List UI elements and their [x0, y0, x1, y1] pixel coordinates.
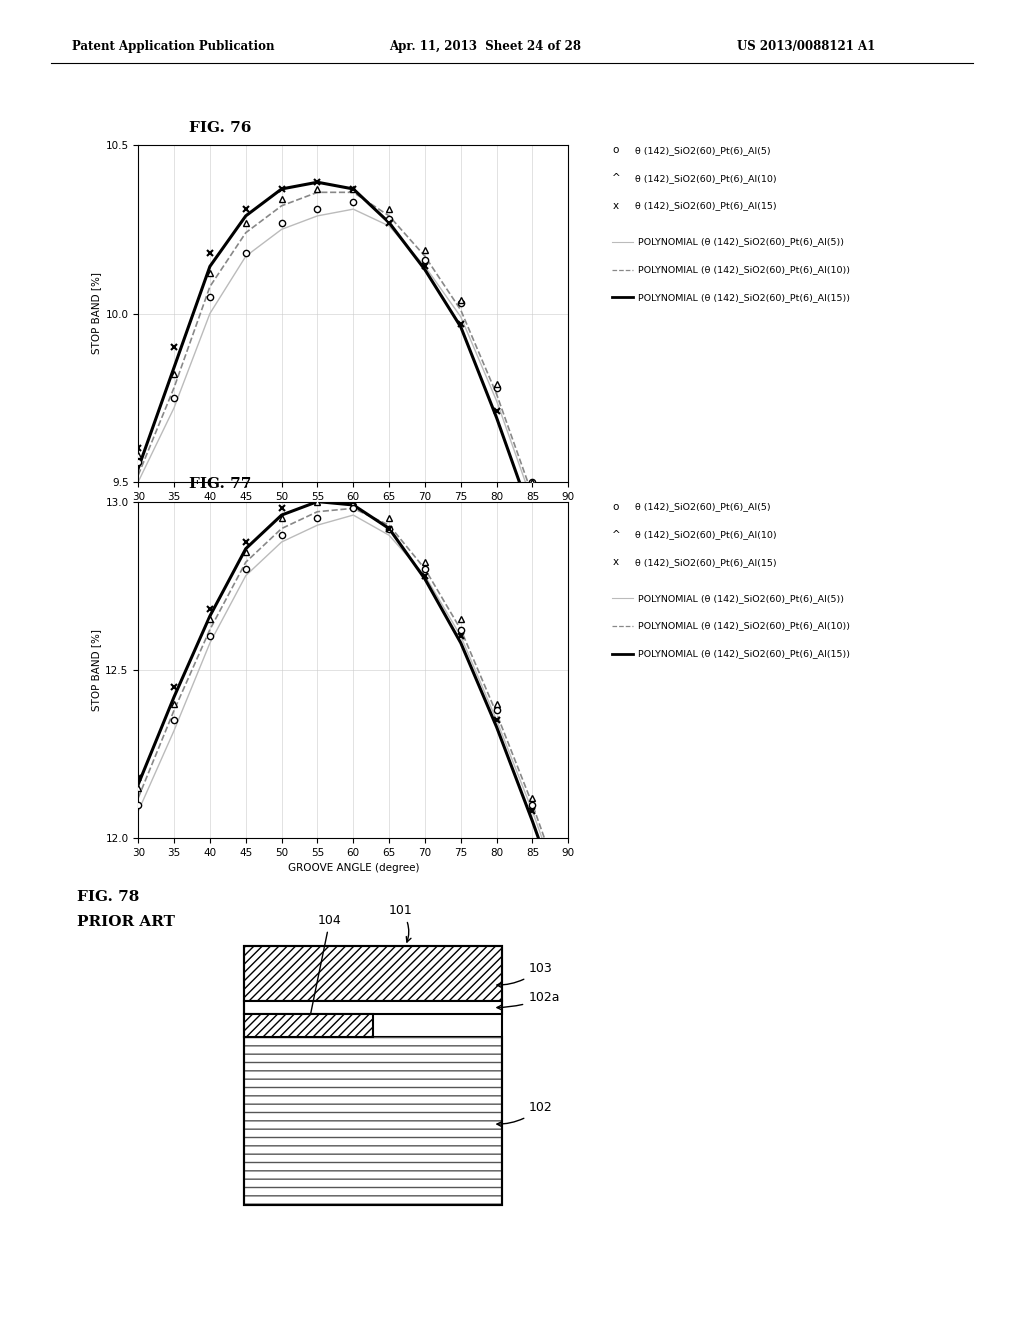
- Text: FIG. 77: FIG. 77: [189, 477, 252, 491]
- Text: Apr. 11, 2013  Sheet 24 of 28: Apr. 11, 2013 Sheet 24 of 28: [389, 40, 582, 53]
- Text: PRIOR ART: PRIOR ART: [77, 915, 175, 929]
- Bar: [244, 1014, 373, 1036]
- Bar: [244, 946, 503, 1001]
- Text: ^: ^: [612, 529, 622, 540]
- Text: 102: 102: [497, 1101, 552, 1127]
- Text: ^: ^: [612, 173, 622, 183]
- Bar: [244, 1036, 503, 1205]
- Bar: [244, 1036, 503, 1205]
- Text: θ (142)_SiO2(60)_Pt(6)_Al(15): θ (142)_SiO2(60)_Pt(6)_Al(15): [635, 202, 776, 210]
- Text: θ (142)_SiO2(60)_Pt(6)_Al(10): θ (142)_SiO2(60)_Pt(6)_Al(10): [635, 531, 776, 539]
- Text: x: x: [612, 201, 618, 211]
- Bar: [244, 1001, 503, 1014]
- Text: θ (142)_SiO2(60)_Pt(6)_Al(15): θ (142)_SiO2(60)_Pt(6)_Al(15): [635, 558, 776, 566]
- Text: POLYNOMIAL (θ (142)_SiO2(60)_Pt(6)_Al(15)): POLYNOMIAL (θ (142)_SiO2(60)_Pt(6)_Al(15…: [638, 649, 850, 659]
- X-axis label: GROOVE ANGLE (degree): GROOVE ANGLE (degree): [288, 507, 419, 517]
- Text: POLYNOMIAL (θ (142)_SiO2(60)_Pt(6)_Al(5)): POLYNOMIAL (θ (142)_SiO2(60)_Pt(6)_Al(5)…: [638, 238, 844, 247]
- Bar: [244, 946, 503, 1001]
- Text: θ (142)_SiO2(60)_Pt(6)_Al(5): θ (142)_SiO2(60)_Pt(6)_Al(5): [635, 147, 770, 154]
- Text: 103: 103: [497, 962, 552, 987]
- Y-axis label: STOP BAND [%]: STOP BAND [%]: [91, 272, 101, 355]
- Text: θ (142)_SiO2(60)_Pt(6)_Al(10): θ (142)_SiO2(60)_Pt(6)_Al(10): [635, 174, 776, 182]
- Text: 101: 101: [389, 904, 413, 942]
- Text: θ (142)_SiO2(60)_Pt(6)_Al(5): θ (142)_SiO2(60)_Pt(6)_Al(5): [635, 503, 770, 511]
- X-axis label: GROOVE ANGLE (degree): GROOVE ANGLE (degree): [288, 863, 419, 874]
- Text: POLYNOMIAL (θ (142)_SiO2(60)_Pt(6)_Al(15)): POLYNOMIAL (θ (142)_SiO2(60)_Pt(6)_Al(15…: [638, 293, 850, 302]
- Text: FIG. 78: FIG. 78: [77, 890, 139, 904]
- Text: o: o: [612, 502, 618, 512]
- Y-axis label: STOP BAND [%]: STOP BAND [%]: [91, 628, 101, 711]
- Text: 102a: 102a: [497, 991, 560, 1010]
- Text: POLYNOMIAL (θ (142)_SiO2(60)_Pt(6)_Al(10)): POLYNOMIAL (θ (142)_SiO2(60)_Pt(6)_Al(10…: [638, 265, 850, 275]
- Text: POLYNOMIAL (θ (142)_SiO2(60)_Pt(6)_Al(5)): POLYNOMIAL (θ (142)_SiO2(60)_Pt(6)_Al(5)…: [638, 594, 844, 603]
- Bar: [244, 1014, 373, 1036]
- Text: POLYNOMIAL (θ (142)_SiO2(60)_Pt(6)_Al(10)): POLYNOMIAL (θ (142)_SiO2(60)_Pt(6)_Al(10…: [638, 622, 850, 631]
- Text: US 2013/0088121 A1: US 2013/0088121 A1: [737, 40, 876, 53]
- Text: FIG. 76: FIG. 76: [189, 120, 252, 135]
- Text: 104: 104: [307, 913, 342, 1022]
- Text: Patent Application Publication: Patent Application Publication: [72, 40, 274, 53]
- Text: o: o: [612, 145, 618, 156]
- Bar: [244, 946, 503, 1205]
- Text: x: x: [612, 557, 618, 568]
